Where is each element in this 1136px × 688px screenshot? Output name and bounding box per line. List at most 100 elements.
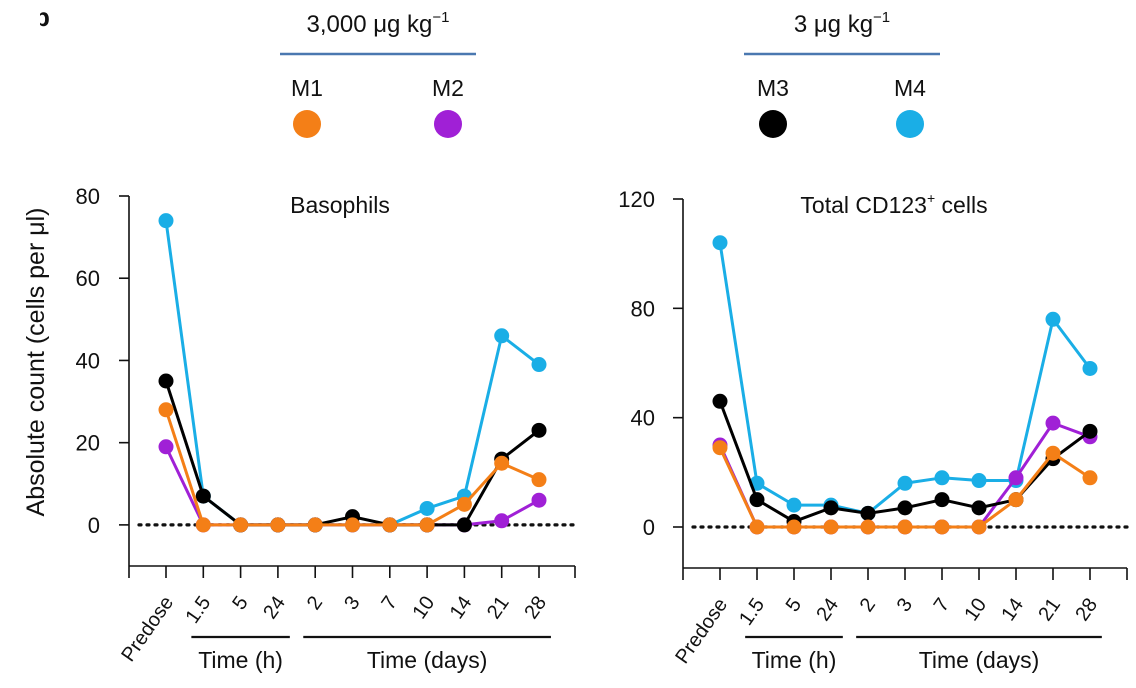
data-point-m1 <box>233 517 249 533</box>
y-tick-label: 80 <box>76 184 100 209</box>
data-point-m3 <box>897 500 913 516</box>
data-point-m1 <box>345 517 360 533</box>
data-point-m1 <box>158 402 174 418</box>
data-point-m4 <box>531 357 547 373</box>
y-tick-label: 40 <box>631 406 655 431</box>
series-line-m4 <box>164 220 540 527</box>
legend-swatch-m4 <box>896 110 924 138</box>
data-point-m4 <box>712 235 728 251</box>
x-tick-label: 14 <box>446 592 477 623</box>
data-point-m4 <box>971 473 987 489</box>
data-point-m1 <box>1045 445 1061 461</box>
x-tick-label: Predose <box>671 594 732 668</box>
data-point-m3 <box>195 488 211 504</box>
data-point-m1 <box>419 517 435 533</box>
dose-group-low: 3 μg kg−1 <box>744 9 940 56</box>
x-tick-label: Predose <box>117 592 178 666</box>
x-tick-label: 21 <box>1034 594 1065 625</box>
data-point-m1 <box>934 519 950 535</box>
data-point-m4 <box>786 497 802 513</box>
chart-title-sup: + <box>927 190 935 206</box>
chart-title-main: Total CD123 <box>800 192 927 218</box>
data-point-m4 <box>897 475 913 491</box>
data-point-m1 <box>1008 492 1024 508</box>
x-tick-label: 24 <box>812 594 843 625</box>
x-group-label: Time (days) <box>919 647 1040 673</box>
dose-group-high: 3,000 μg kg−1 <box>280 9 476 56</box>
y-tick-label: 80 <box>631 296 655 321</box>
x-tick-label: 28 <box>520 592 551 623</box>
y-tick-label: 0 <box>88 513 100 538</box>
data-point-m1 <box>307 517 323 533</box>
x-tick-label: 5 <box>228 592 252 614</box>
legend-label-m4: M4 <box>894 75 926 101</box>
x-tick-label: 2 <box>856 594 880 616</box>
data-point-m4 <box>1045 311 1061 327</box>
data-point-m1 <box>270 517 286 533</box>
series-line-m1 <box>164 409 540 527</box>
legend-label-m2: M2 <box>432 75 464 101</box>
data-point-m1 <box>823 519 839 535</box>
legend-item-m1: M1 <box>291 75 323 138</box>
data-point-m1 <box>1082 470 1098 486</box>
data-point-m3 <box>158 373 174 389</box>
series-m1 <box>158 402 547 533</box>
x-tick-label: 28 <box>1071 594 1102 625</box>
data-point-m3 <box>531 422 547 438</box>
data-point-m2 <box>158 439 174 455</box>
x-tick-label: 10 <box>408 592 439 623</box>
data-point-m3 <box>823 500 839 516</box>
x-tick-label: 1.5 <box>735 594 769 629</box>
y-tick-label: 120 <box>618 187 655 212</box>
series-line-m3 <box>164 380 540 527</box>
chart-title: Basophils <box>290 192 390 218</box>
dose-label-low: 3 μg kg−1 <box>794 9 890 38</box>
legend-swatch-m2 <box>434 110 462 138</box>
data-point-m1 <box>971 519 987 535</box>
y-tick-label: 0 <box>643 515 655 540</box>
data-point-m3 <box>971 500 987 516</box>
x-tick-label: 24 <box>259 592 290 623</box>
chart-basophils: Basophils 0 20 40 60 80 Predose 1.5 5 24 2 3 7 10 14 21… <box>76 184 577 673</box>
series-m3 <box>712 393 1098 530</box>
y-tick-label: 40 <box>76 348 100 373</box>
y-tick-label: 20 <box>76 431 100 456</box>
x-tick-label: 7 <box>930 594 954 616</box>
x-tick-label: 10 <box>960 594 991 625</box>
legend-swatch-m1 <box>293 110 321 138</box>
data-point-m4 <box>494 328 510 344</box>
x-group-label: Time (h) <box>198 647 283 673</box>
data-point-m4 <box>419 500 435 516</box>
legend-label-m1: M1 <box>291 75 323 101</box>
dose-label-high: 3,000 μg kg−1 <box>306 9 449 38</box>
y-tick-label: 60 <box>76 266 100 291</box>
data-point-m1 <box>860 519 876 535</box>
chart-title-main: Basophils <box>290 192 390 218</box>
chart-total-cd123: Total CD123+ cells 0 40 80 120 Predose 1.5 5 24 2… <box>618 187 1129 673</box>
data-point-m2 <box>1008 470 1024 486</box>
legend-item-m2: M2 <box>432 75 464 138</box>
x-tick-label: 1.5 <box>181 592 215 627</box>
data-point-m1 <box>786 519 802 535</box>
data-point-m3 <box>712 393 728 409</box>
x-group-label: Time (days) <box>367 647 488 673</box>
data-point-m3 <box>860 505 876 521</box>
y-axis-label: Absolute count (cells per μl) <box>22 208 50 517</box>
chart-title-suffix: cells <box>935 192 987 218</box>
data-point-m3 <box>456 517 472 533</box>
series-line-m4 <box>718 242 1092 515</box>
data-point-m3 <box>1082 423 1098 439</box>
data-point-m4 <box>158 213 174 229</box>
x-tick-label: 3 <box>893 594 917 616</box>
data-point-m4 <box>1082 360 1098 376</box>
data-point-m1 <box>456 496 472 512</box>
data-point-m1 <box>531 472 547 488</box>
legend-swatch-m3 <box>759 110 787 138</box>
x-tick-label: 3 <box>340 592 364 614</box>
x-tick-label: 14 <box>997 594 1028 625</box>
data-point-m2 <box>531 492 547 508</box>
data-point-m1 <box>494 455 510 471</box>
data-point-m1 <box>897 519 913 535</box>
data-point-m4 <box>934 470 950 486</box>
